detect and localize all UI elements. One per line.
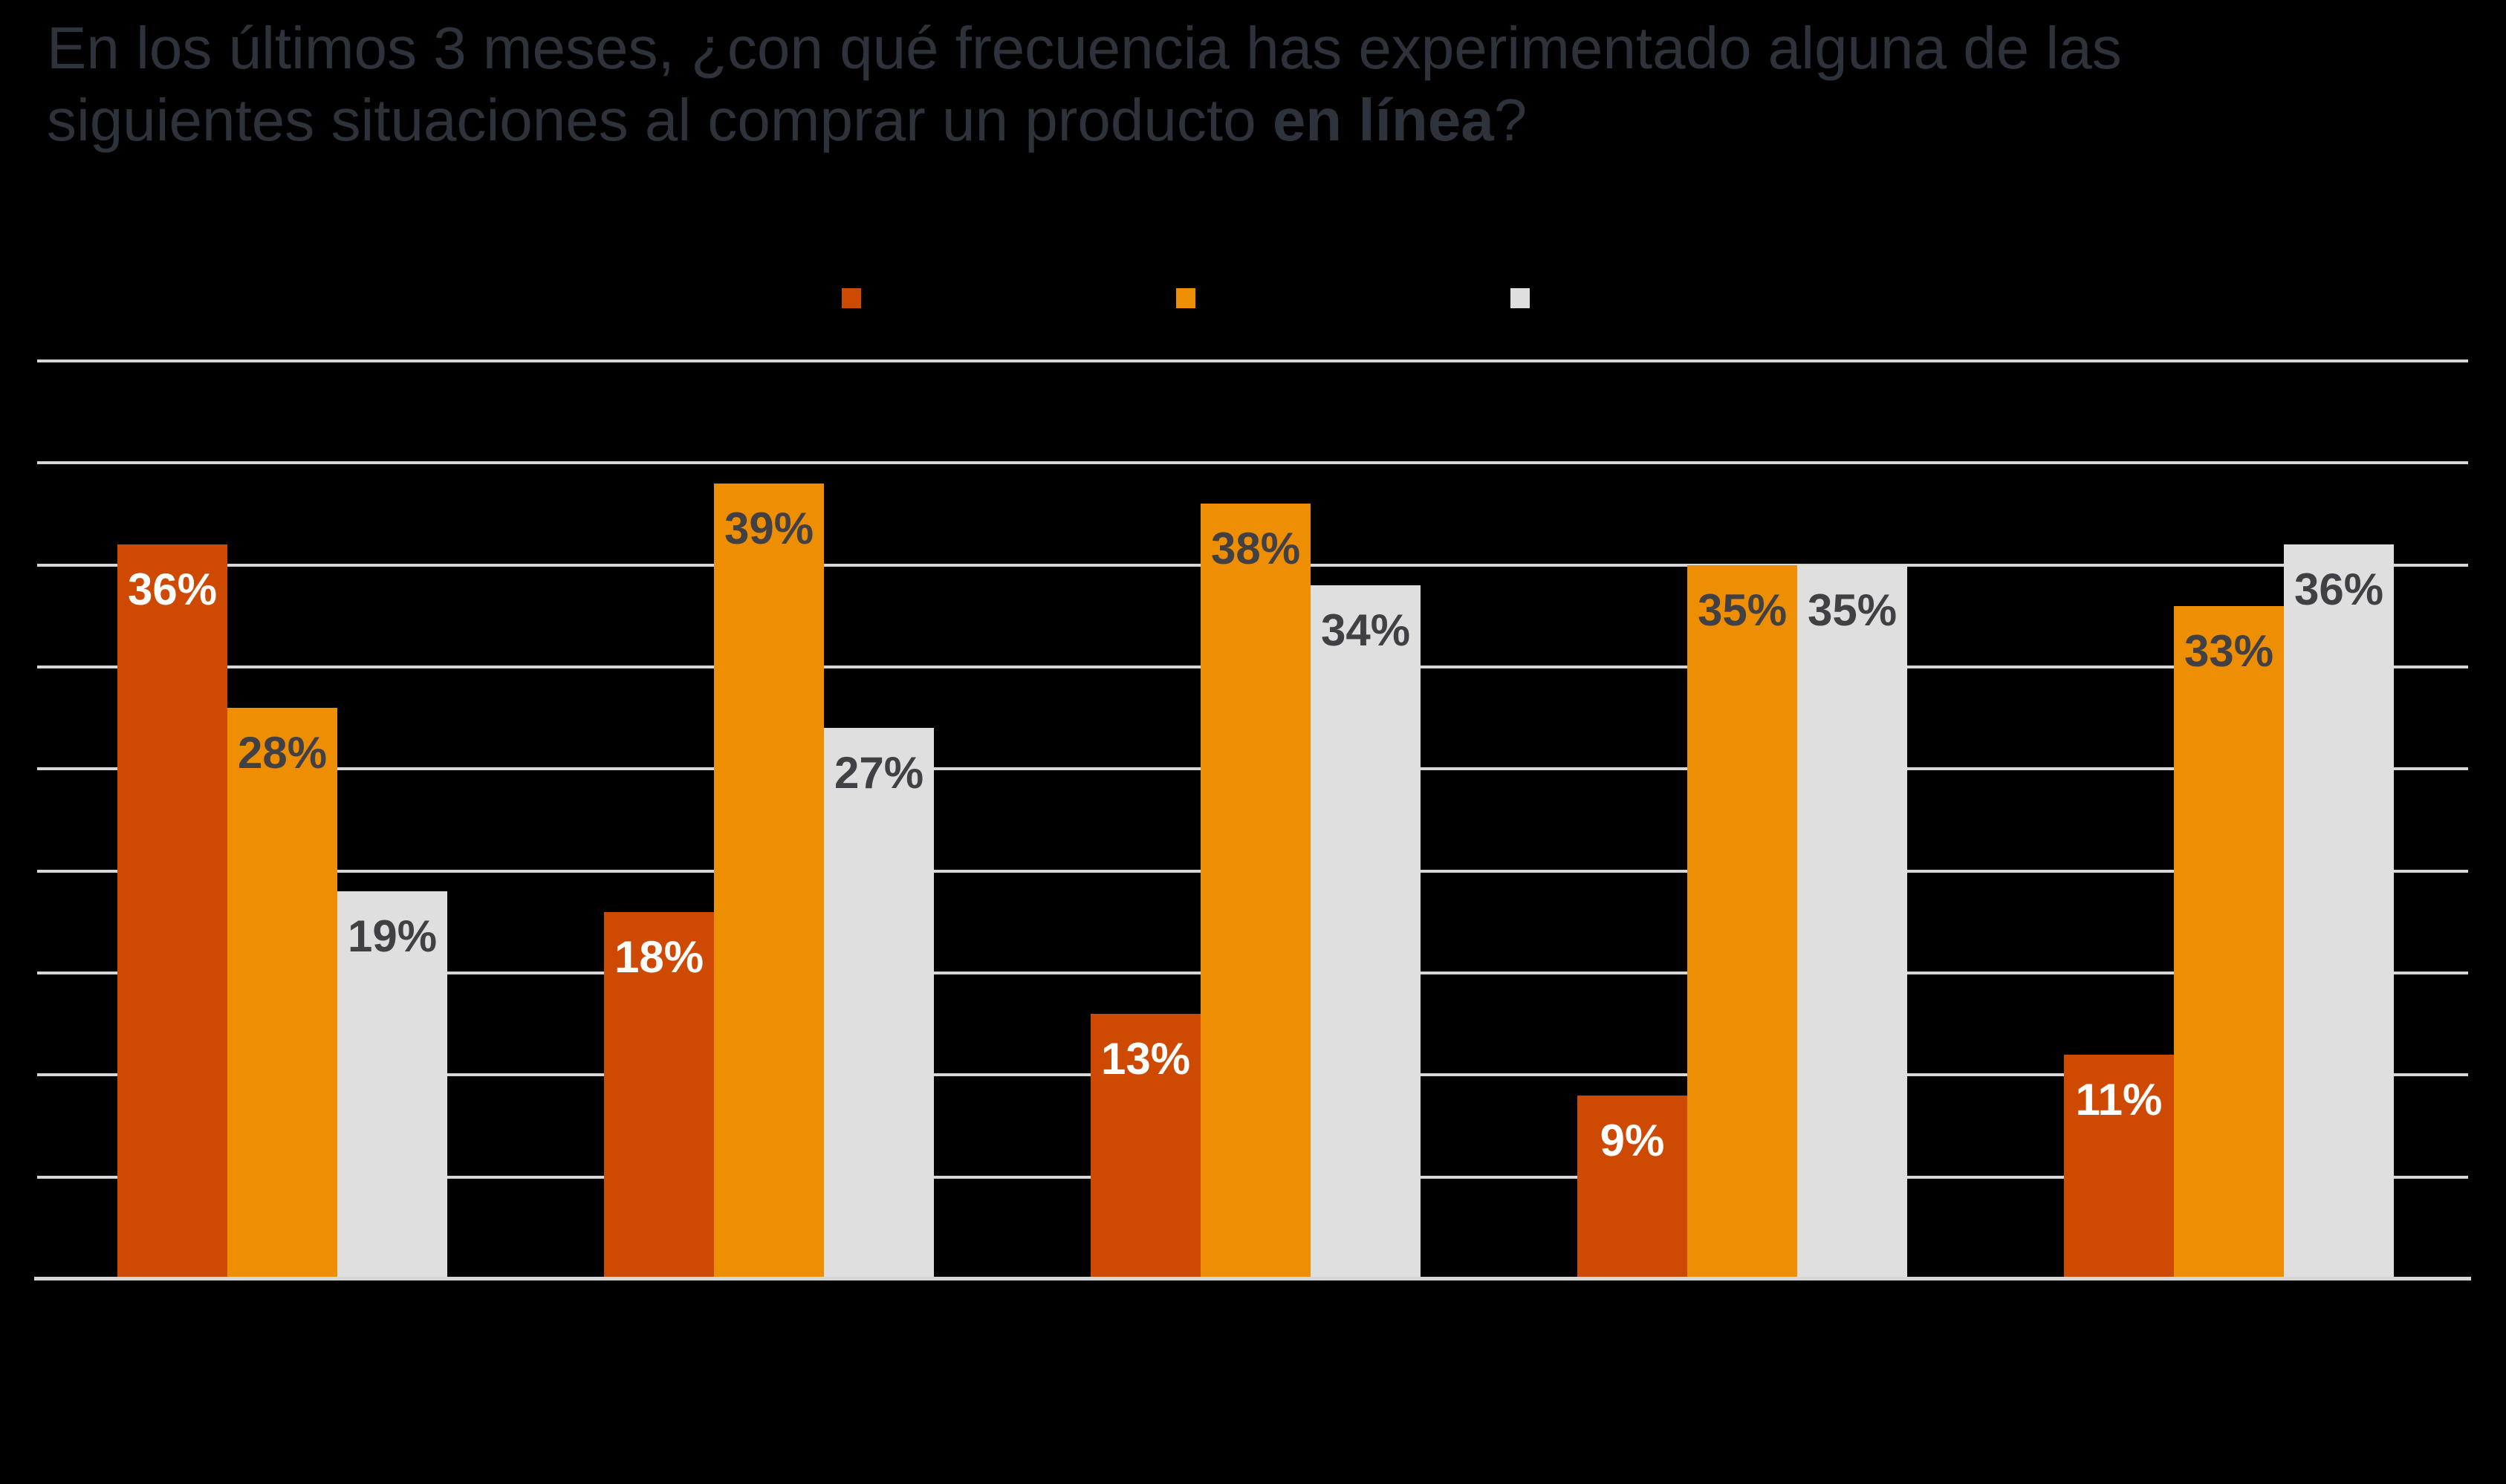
bar-value-label: 13% bbox=[1100, 1034, 1191, 1084]
bar-series3-group2: 27% bbox=[824, 728, 934, 1279]
bar-value-label: 28% bbox=[237, 728, 328, 778]
bar-value-label: 35% bbox=[1807, 585, 1898, 635]
title-line2-text: siguientes situaciones al comprar un pro… bbox=[47, 87, 1273, 153]
bar-series2-group3: 38% bbox=[1201, 504, 1311, 1279]
bar-series3-group5: 36% bbox=[2284, 544, 2394, 1279]
bar-series2-group1: 28% bbox=[227, 708, 337, 1279]
chart-title: En los últimos 3 meses, ¿con qué frecuen… bbox=[47, 12, 2469, 156]
gridline-45pct bbox=[37, 359, 2468, 362]
gridline-40pct bbox=[37, 461, 2468, 464]
bar-series1-group3: 13% bbox=[1091, 1014, 1201, 1279]
bar-value-label: 36% bbox=[127, 564, 218, 614]
bar-value-label: 35% bbox=[1697, 585, 1788, 635]
bar-series2-group2: 39% bbox=[714, 484, 824, 1279]
bar-series1-group1: 36% bbox=[117, 544, 227, 1279]
title-line2-bold: en línea bbox=[1272, 87, 1494, 153]
bar-value-label: 18% bbox=[614, 932, 704, 982]
bar-series1-group2: 18% bbox=[604, 912, 714, 1279]
bar-value-label: 36% bbox=[2294, 564, 2384, 614]
bar-value-label: 39% bbox=[724, 504, 814, 553]
bar-value-label: 11% bbox=[2075, 1075, 2163, 1125]
legend-swatch-series-2 bbox=[1176, 288, 1195, 308]
bar-series3-group3: 34% bbox=[1311, 585, 1421, 1279]
title-line2-suffix: ? bbox=[1493, 87, 1528, 153]
legend-swatch-series-3 bbox=[1510, 288, 1530, 308]
bar-series2-group5: 33% bbox=[2174, 606, 2284, 1279]
legend-swatch-series-1 bbox=[842, 288, 861, 308]
title-line1: En los últimos 3 meses, ¿con qué frecuen… bbox=[47, 15, 2122, 81]
bar-value-label: 34% bbox=[1320, 605, 1411, 655]
bar-value-label: 38% bbox=[1210, 524, 1301, 573]
bar-value-label: 33% bbox=[2184, 626, 2274, 676]
bar-series3-group1: 19% bbox=[337, 891, 447, 1279]
bar-series1-group4: 9% bbox=[1577, 1096, 1687, 1279]
bar-value-label: 19% bbox=[347, 911, 438, 961]
x-axis-line bbox=[34, 1277, 2471, 1280]
bar-value-label: 9% bbox=[1600, 1116, 1665, 1165]
bar-value-label: 27% bbox=[834, 748, 924, 798]
bar-series3-group4: 35% bbox=[1797, 565, 1907, 1279]
bar-series1-group5: 11% bbox=[2064, 1055, 2174, 1279]
bar-series2-group4: 35% bbox=[1687, 565, 1797, 1279]
